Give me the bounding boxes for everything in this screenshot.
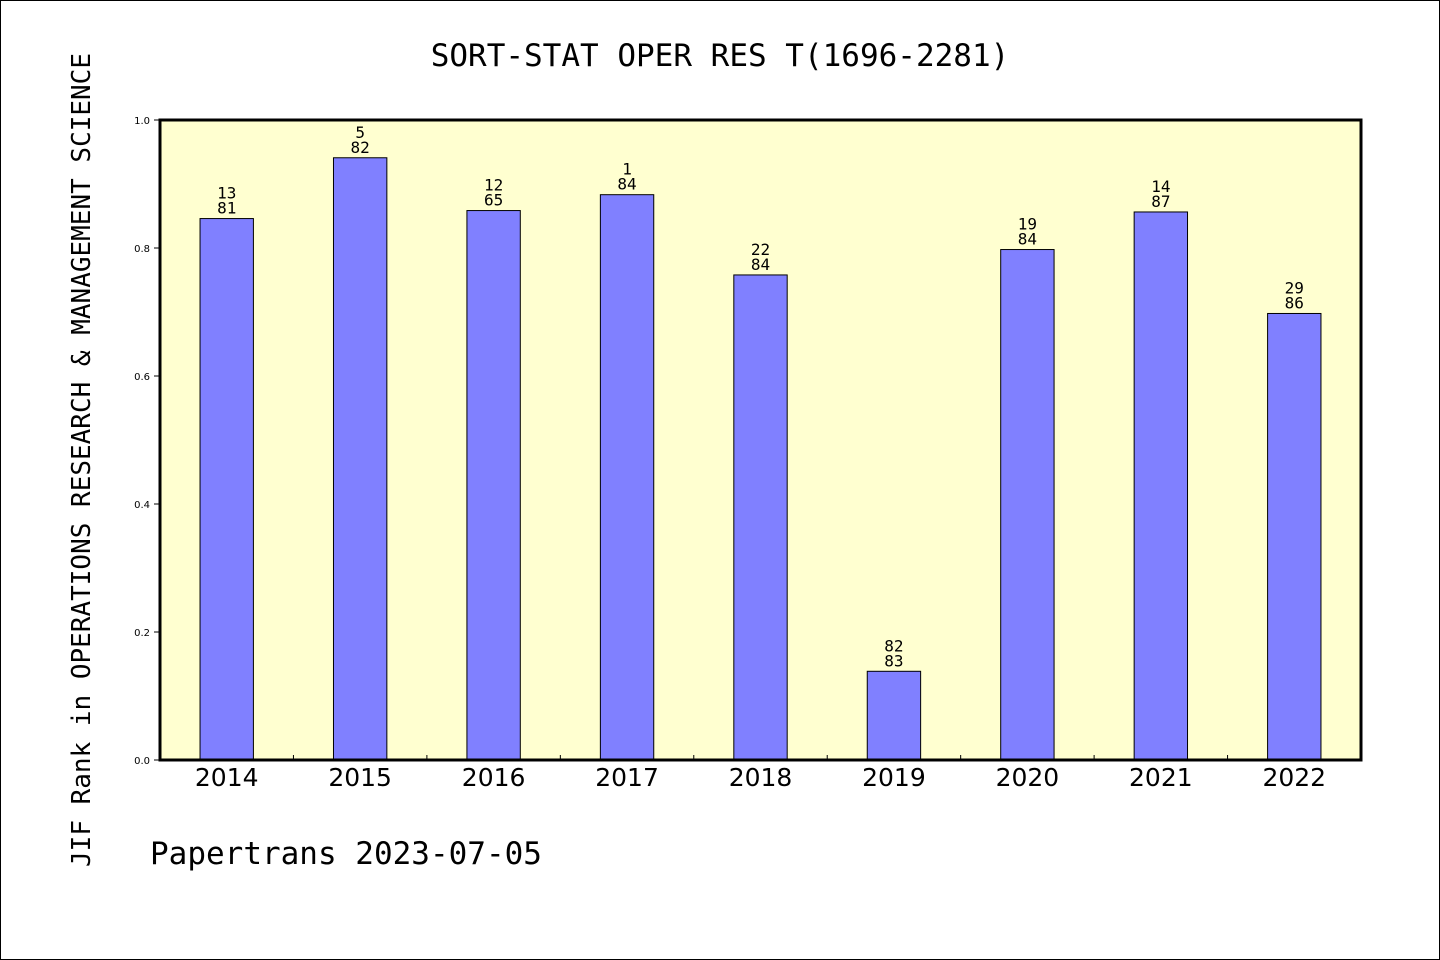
y-tick-label: 0.6 <box>134 372 150 383</box>
bar-2018 <box>733 274 788 761</box>
bar-total-label: 84 <box>751 255 770 274</box>
x-tick-label: 2021 <box>1129 763 1193 792</box>
bar-rank-label: 14 <box>1151 177 1170 196</box>
bar-rank-label: 13 <box>217 184 236 203</box>
plot-frame <box>158 118 1363 762</box>
chart-title: SORT-STAT OPER RES T(1696-2281) <box>431 38 1010 74</box>
bar-total-label: 81 <box>217 199 236 218</box>
bar-total-label: 65 <box>484 191 503 210</box>
bar-2020 <box>1000 249 1055 761</box>
y-tick-label: 0.2 <box>134 628 150 639</box>
bar-rank-label: 5 <box>355 123 365 142</box>
bar-total-label: 84 <box>1018 230 1037 249</box>
bar-2014 <box>199 218 254 761</box>
bar-total-label: 82 <box>351 138 370 157</box>
x-tick-label: 2022 <box>1262 763 1326 792</box>
y-tick-label: 0.8 <box>134 244 150 255</box>
bar-rank-label: 19 <box>1018 215 1037 234</box>
x-tick-label: 2014 <box>195 763 259 792</box>
x-tick-label: 2020 <box>996 763 1060 792</box>
bar-rank-label: 1 <box>622 160 632 179</box>
bar-total-label: 84 <box>617 175 636 194</box>
footer-credit: Papertrans 2023-07-05 <box>150 836 542 872</box>
x-tick-label: 2019 <box>862 763 926 792</box>
y-tick-label: 1.0 <box>134 116 150 127</box>
bar-2017 <box>599 194 655 761</box>
x-tick-label: 2017 <box>595 763 659 792</box>
bar-total-label: 87 <box>1151 192 1170 211</box>
bar-rank-label: 29 <box>1285 278 1304 297</box>
bar-2019 <box>866 670 922 761</box>
y-axis-label: JIF Rank in OPERATIONS RESEARCH & MANAGE… <box>67 53 97 867</box>
bar-rank-label: 82 <box>884 636 903 655</box>
y-tick-label: 0.4 <box>134 500 150 511</box>
bar-2015 <box>332 157 388 761</box>
bar-rank-label: 12 <box>484 176 503 195</box>
x-tick-label: 2016 <box>462 763 526 792</box>
bar-rank-label: 22 <box>751 240 770 259</box>
bar-2022 <box>1267 312 1322 761</box>
bar-total-label: 83 <box>884 651 903 670</box>
x-tick-label: 2015 <box>328 763 392 792</box>
plot-area: 0.00.20.40.60.81.01381201458220151265201… <box>134 116 1363 792</box>
bar-2021 <box>1133 211 1189 761</box>
y-tick-label: 0.0 <box>134 756 150 767</box>
bar-total-label: 86 <box>1285 293 1304 312</box>
bar-2016 <box>466 210 521 761</box>
x-tick-label: 2018 <box>729 763 793 792</box>
